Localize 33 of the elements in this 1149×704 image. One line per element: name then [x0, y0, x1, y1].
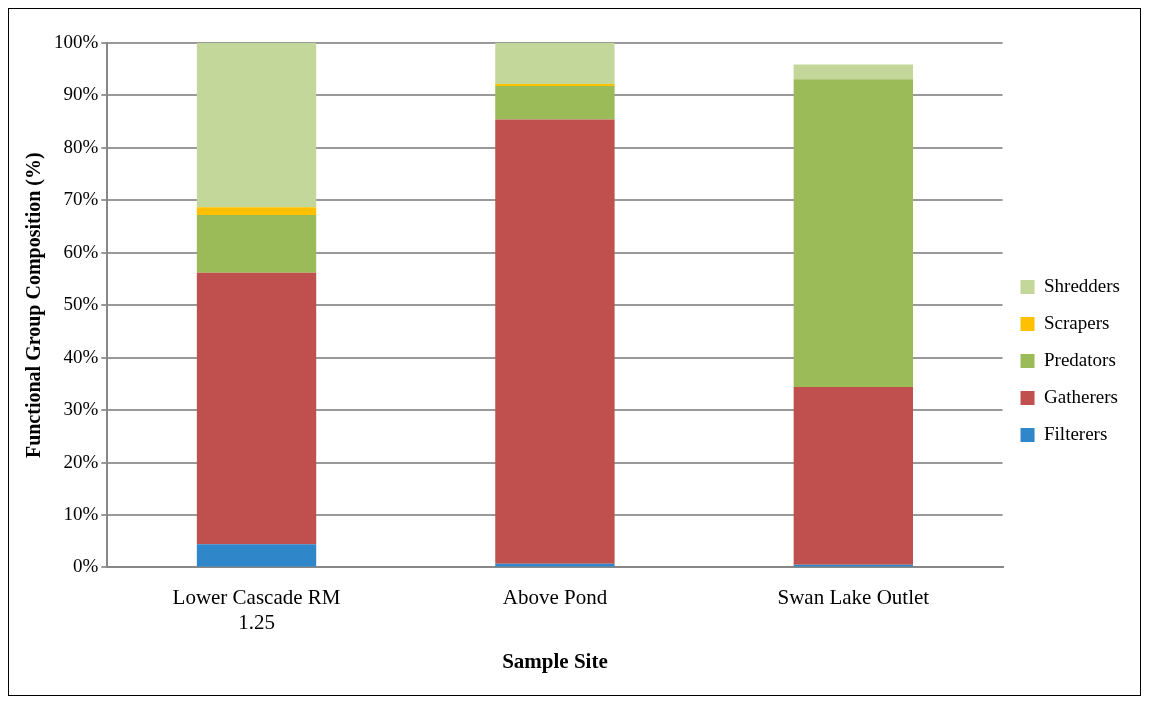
bar: [495, 43, 615, 84]
y-tick-label: 60%: [63, 240, 99, 262]
y-tick-label: 10%: [63, 502, 99, 524]
legend-label: Predators: [1044, 348, 1116, 370]
bar: [793, 64, 913, 80]
legend-label: Gatherers: [1044, 385, 1118, 407]
bar: [793, 79, 913, 388]
bar: [196, 544, 317, 567]
x-tick-label: Lower Cascade RM 1.25: [172, 584, 341, 634]
y-tick-label: 100%: [54, 30, 99, 52]
legend-label: Shredders: [1044, 274, 1120, 296]
y-tick-label: 70%: [63, 188, 99, 210]
bar: [196, 215, 317, 273]
y-tick-label: 40%: [63, 345, 99, 367]
bar: [495, 83, 615, 86]
x-axis-title: Sample Site: [502, 648, 608, 673]
y-tick-label: 50%: [63, 293, 99, 315]
x-tick-label: Swan Lake Outlet: [777, 584, 930, 609]
bar: [196, 43, 317, 208]
y-tick-label: 30%: [63, 398, 99, 420]
y-tick-label: 0%: [73, 555, 99, 577]
legend-label: Filterers: [1044, 422, 1108, 444]
y-tick-label: 90%: [63, 83, 99, 105]
bar: [495, 86, 615, 120]
y-tick-label: 80%: [63, 135, 99, 157]
bar: [196, 207, 317, 215]
bar: [495, 119, 615, 564]
bar: [196, 272, 317, 545]
x-tick-label: Above Pond: [502, 584, 608, 609]
bar: [793, 387, 913, 565]
y-tick-label: 20%: [63, 450, 99, 472]
legend-label: Scrapers: [1044, 311, 1110, 333]
y-axis-title: Functional Group Composition (%): [22, 152, 46, 459]
